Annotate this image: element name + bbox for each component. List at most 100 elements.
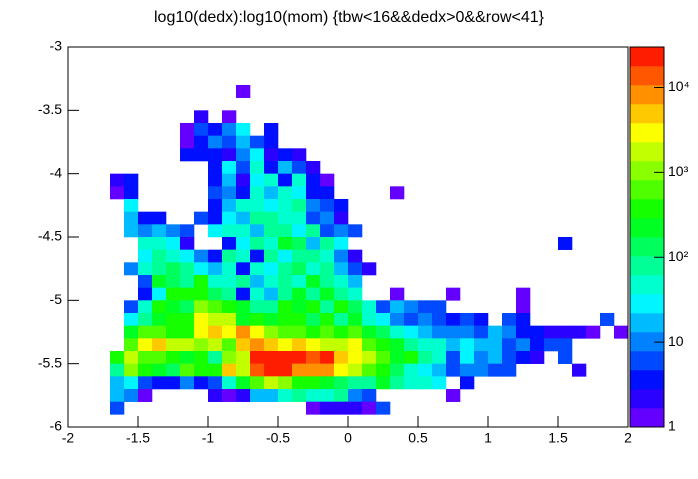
cell (404, 338, 419, 352)
cell (194, 135, 209, 149)
cell (306, 401, 321, 415)
cell (488, 351, 503, 364)
cell (110, 173, 125, 187)
palette-band (630, 370, 664, 390)
cell (152, 211, 167, 225)
cell (334, 249, 349, 263)
cell (152, 249, 167, 263)
cell (208, 351, 223, 364)
cell (208, 211, 223, 225)
cell (138, 237, 153, 250)
cell (208, 148, 223, 162)
cell (152, 237, 167, 250)
x-tick-label: -0.5 (266, 430, 290, 446)
cell (208, 338, 223, 352)
cell (362, 363, 377, 377)
cell (362, 338, 377, 352)
cell (278, 199, 293, 212)
cell (124, 186, 139, 200)
cell (334, 199, 349, 212)
cell (348, 389, 363, 402)
cell (124, 325, 139, 339)
cell (446, 351, 461, 364)
cell (264, 211, 279, 225)
cell (376, 325, 391, 339)
y-tick-label: -6 (50, 418, 63, 434)
chart-title: log10(dedx):log10(mom) {tbw<16&&dedx>0&&… (154, 9, 545, 26)
cell (362, 351, 377, 364)
cell (180, 275, 195, 288)
cell (432, 300, 447, 314)
cell (250, 173, 265, 187)
cell (166, 338, 181, 352)
cell (236, 224, 251, 238)
cell (348, 401, 363, 415)
cell (446, 313, 461, 326)
cell (418, 338, 433, 352)
cell (222, 110, 237, 124)
cell (264, 161, 279, 174)
cell (264, 249, 279, 263)
cell (460, 363, 475, 377)
cell (404, 300, 419, 314)
cell (432, 338, 447, 352)
cell (320, 186, 335, 200)
cell (236, 389, 251, 402)
cell (236, 351, 251, 364)
cell (264, 389, 279, 402)
cell (110, 389, 125, 402)
y-tick-label: -3.5 (38, 101, 62, 117)
cell (180, 123, 195, 136)
cell (194, 110, 209, 124)
cell (250, 325, 265, 339)
palette-band (630, 123, 664, 143)
cell (418, 376, 433, 390)
cell (376, 363, 391, 377)
cell (418, 363, 433, 377)
cell (474, 338, 489, 352)
cell (250, 351, 265, 364)
cell (222, 338, 237, 352)
cell (180, 351, 195, 364)
cell (250, 287, 265, 301)
cell (194, 338, 209, 352)
cell (166, 224, 181, 238)
cell (278, 186, 293, 200)
cell (278, 300, 293, 314)
cell (194, 325, 209, 339)
cell (264, 262, 279, 276)
cell (348, 224, 363, 238)
cell (264, 173, 279, 187)
cell (376, 338, 391, 352)
cell (334, 338, 349, 352)
cell (572, 325, 587, 339)
x-tick-label: 1 (484, 430, 492, 446)
cell (152, 275, 167, 288)
cell (292, 161, 307, 174)
cell (222, 325, 237, 339)
cell (250, 249, 265, 263)
cell (222, 363, 237, 377)
cell (390, 313, 405, 326)
cell (152, 287, 167, 301)
cell (194, 287, 209, 301)
cell (404, 376, 419, 390)
palette-frame (629, 46, 665, 428)
palette-band (630, 218, 664, 238)
cell (390, 287, 405, 301)
cell (208, 173, 223, 187)
cell (334, 376, 349, 390)
cell (278, 211, 293, 225)
cell (110, 186, 125, 200)
cell (278, 313, 293, 326)
cell (124, 262, 139, 276)
cell (194, 351, 209, 364)
cell (306, 389, 321, 402)
cell (334, 211, 349, 225)
cell (208, 325, 223, 339)
cell (404, 313, 419, 326)
cell (558, 338, 573, 352)
cell (334, 401, 349, 415)
cell (572, 363, 587, 377)
cell (320, 237, 335, 250)
